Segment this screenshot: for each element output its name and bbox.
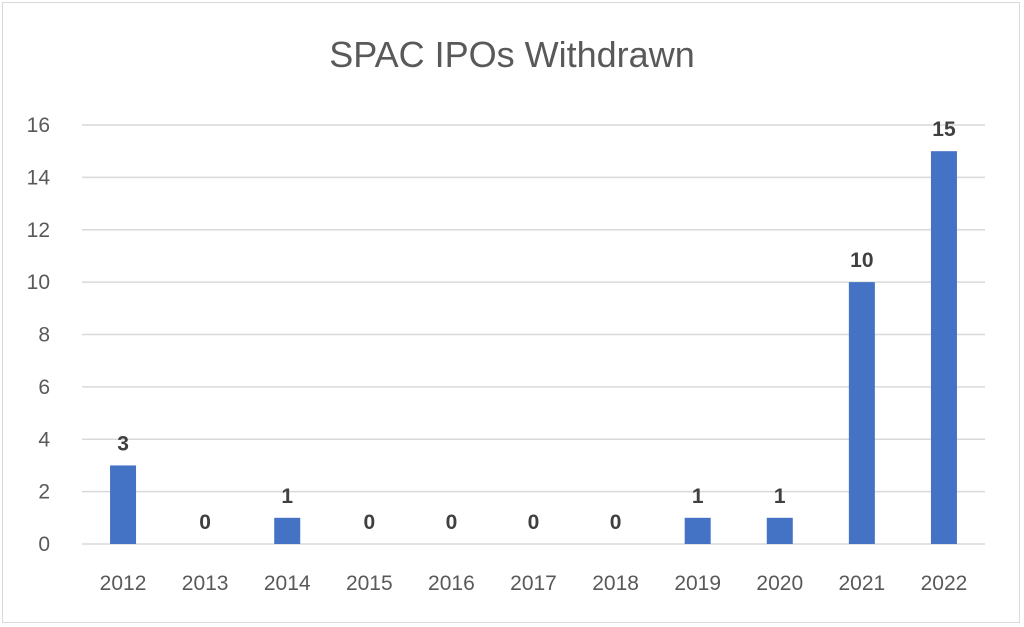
data-label: 0 — [199, 511, 211, 534]
y-tick-label: 14 — [27, 166, 51, 189]
bar — [930, 151, 957, 544]
bar — [110, 465, 137, 544]
y-axis-ticks: 0 2 4 6 8 10 12 14 16 — [27, 114, 51, 556]
y-tick-label: 2 — [38, 481, 50, 504]
x-tick-label: 2014 — [264, 572, 311, 595]
data-label: 0 — [528, 511, 540, 534]
y-tick-label: 6 — [38, 376, 50, 399]
x-tick-label: 2020 — [756, 572, 803, 595]
data-label: 0 — [610, 511, 622, 534]
y-tick-label: 12 — [27, 219, 50, 242]
x-tick-label: 2017 — [510, 572, 557, 595]
x-tick-label: 2016 — [428, 572, 475, 595]
data-label: 3 — [117, 432, 129, 455]
x-tick-label: 2013 — [182, 572, 229, 595]
bars — [110, 151, 957, 544]
x-tick-label: 2019 — [674, 572, 721, 595]
x-tick-label: 2015 — [346, 572, 393, 595]
data-label: 1 — [281, 485, 293, 508]
x-tick-label: 2022 — [921, 572, 968, 595]
bar — [766, 517, 793, 544]
chart-title: SPAC IPOs Withdrawn — [329, 34, 695, 75]
x-tick-label: 2012 — [100, 572, 147, 595]
bar — [848, 282, 875, 544]
x-tick-label: 2018 — [592, 572, 639, 595]
y-tick-label: 0 — [38, 533, 50, 556]
data-label: 10 — [850, 249, 873, 272]
x-axis-ticks: 2012 2013 2014 2015 2016 2017 2018 2019 2020 2021… — [100, 572, 968, 595]
data-label: 1 — [692, 485, 704, 508]
y-tick-label: 16 — [27, 114, 50, 137]
data-label: 0 — [446, 511, 458, 534]
data-label: 1 — [774, 485, 786, 508]
y-tick-label: 4 — [38, 428, 50, 451]
x-tick-label: 2021 — [839, 572, 886, 595]
gridlines — [82, 124, 985, 545]
y-tick-label: 8 — [38, 324, 50, 347]
data-label: 0 — [363, 511, 375, 534]
bar — [274, 517, 301, 544]
data-label: 15 — [932, 118, 956, 141]
bar — [684, 517, 711, 544]
y-tick-label: 10 — [27, 271, 50, 294]
